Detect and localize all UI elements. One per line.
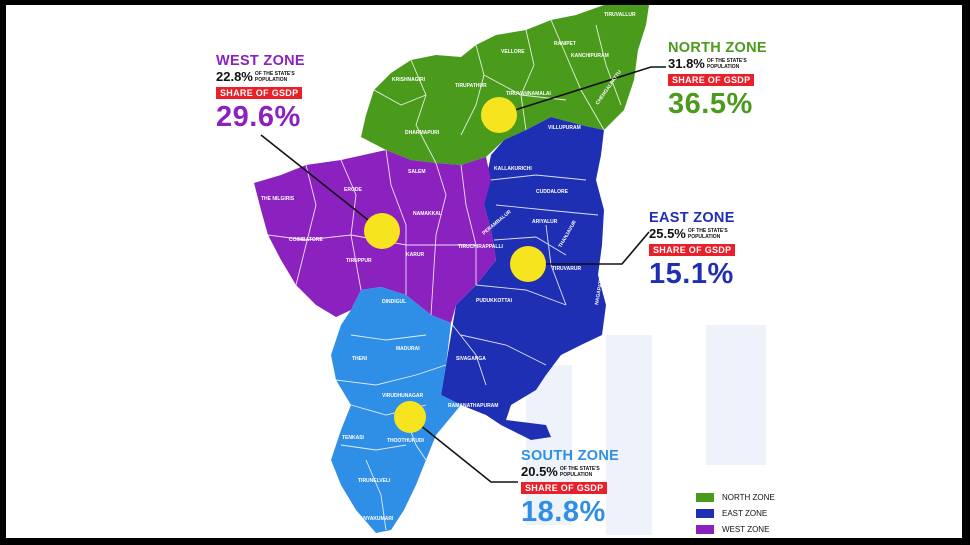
west-gsdp-value: 29.6% [216,101,301,133]
district-label: TIRUCHIRAPPALLI [458,244,504,250]
district-label: TIRUVANNAMALAI [506,91,552,97]
legend-swatch [696,508,714,518]
district-label: SALEM [408,169,426,175]
district-label: VILLUPURAM [548,125,581,131]
watermark-shape [706,325,766,465]
north-population-pct: 31.8% [668,56,705,71]
district-label: ARIYALUR [532,219,558,225]
district-label: KRISHNAGIRI [392,77,426,83]
west-zone-marker [364,213,400,249]
legend-item-west: WEST ZONE [696,521,775,537]
north-population-text: OF THE STATE'S POPULATION [706,58,747,70]
district-label: TIRUPPUR [346,258,372,264]
east-zone-population: 25.5% OF THE STATE'S POPULATION [649,227,740,240]
district-label: THOOTHUKUDI [387,438,425,444]
district-label: ERODE [344,187,362,193]
legend-label: EAST ZONE [722,508,768,518]
west-zone-info: WEST ZONE 22.8% OF THE STATE'S POPULATIO… [216,53,307,133]
district-label: PUDUKKOTTAI [476,298,513,304]
district-label: TIRUNELVELI [358,478,391,484]
district-label: KARUR [406,252,424,258]
north-connector [498,66,666,116]
legend-label: WEST ZONE [722,524,770,534]
district-label: VIRUDHUNAGAR [382,393,424,399]
district-label: THENI [352,356,368,362]
district-label: TIRUVALLUR [604,12,636,18]
east-zone-info: EAST ZONE 25.5% OF THE STATE'S POPULATIO… [649,210,740,290]
south-gsdp-value: 18.8% [521,496,606,528]
east-gsdp-label: SHARE OF GSDP [649,244,736,256]
north-zone-info: NORTH ZONE 31.8% OF THE STATE'S POPULATI… [668,40,767,120]
district-label: MADURAI [396,346,420,352]
north-gsdp-value: 36.5% [668,88,753,120]
south-zone-info: SOUTH ZONE 20.5% OF THE STATE'S POPULATI… [521,448,619,528]
east-population-text: OF THE STATE'S POPULATION [687,228,728,240]
district-label: DINDIGUL [382,299,406,305]
watermark-shape [606,335,652,535]
north-zone-marker [481,97,517,133]
district-label: NAMAKKAL [413,211,442,217]
connector-lines [260,66,666,483]
legend-swatch [696,524,714,534]
south-gsdp-label: SHARE OF GSDP [521,482,608,494]
district-label: RANIPET [554,41,576,47]
legend-item-north: NORTH ZONE [696,489,775,505]
north-gsdp-label: SHARE OF GSDP [668,74,755,86]
west-connector [260,134,383,232]
watermark-shape [526,365,572,525]
south-population-pct: 20.5% [521,464,558,479]
district-label: VELLORE [501,49,525,55]
south-population-text: OF THE STATE'S POPULATION [559,466,600,478]
north-zone-title: NORTH ZONE [668,40,767,56]
south-zone-title: SOUTH ZONE [521,448,620,464]
district-label: SIVAGANGA [456,356,486,362]
district-label: CUDDALORE [536,189,569,195]
east-connector [528,231,650,265]
west-zone-title: WEST ZONE [216,53,305,69]
legend-swatch [696,492,714,502]
tamil-nadu-zone-map: TIRUVALLUR VELLORE RANIPET KANCHIPURAM K… [254,5,666,533]
west-population-pct: 22.8% [216,69,253,84]
west-population-text: OF THE STATE'S POPULATION [254,71,295,83]
legend-item-east: EAST ZONE [696,505,775,521]
district-label: RAMANATHAPURAM [448,403,498,409]
south-connector [409,416,518,483]
district-label: KANYAKUMARI [356,516,394,522]
east-zone-title: EAST ZONE [649,210,735,226]
north-zone-region [361,5,649,165]
north-zone-population: 31.8% OF THE STATE'S POPULATION [668,57,767,70]
east-gsdp-value: 15.1% [649,258,734,290]
west-gsdp-label: SHARE OF GSDP [216,87,303,99]
district-label: TIRUPATHUR [455,83,487,89]
district-label: DHARMAPURI [405,130,440,136]
south-zone-population: 20.5% OF THE STATE'S POPULATION [521,465,619,478]
map-legend: NORTH ZONE EAST ZONE WEST ZONE [696,489,775,537]
district-label: TENKASI [342,435,365,441]
district-label: THE NILGIRIS [261,196,295,202]
east-zone-marker [510,246,546,282]
map-canvas: TIRUVALLUR VELLORE RANIPET KANCHIPURAM K… [6,5,962,538]
west-zone-population: 22.8% OF THE STATE'S POPULATION [216,70,307,83]
east-population-pct: 25.5% [649,226,686,241]
district-label: KALLAKURICHI [494,166,532,172]
district-label: TIRUVARUR [552,266,581,272]
district-label: COIMBATORE [289,237,323,243]
south-zone-marker [394,401,426,433]
legend-label: NORTH ZONE [722,492,775,502]
district-label: KANCHIPURAM [571,53,609,59]
